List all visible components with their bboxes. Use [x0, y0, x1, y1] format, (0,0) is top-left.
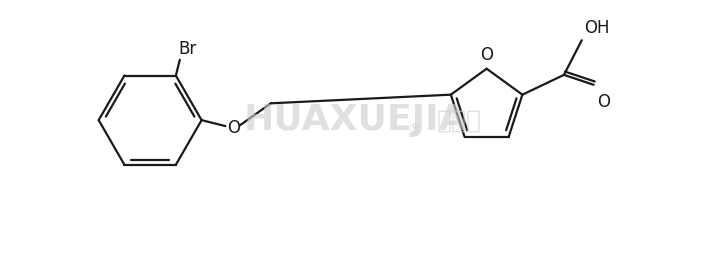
Text: O: O — [227, 119, 240, 137]
Text: 化学加: 化学加 — [437, 108, 481, 132]
Text: OH: OH — [584, 19, 609, 37]
Text: O: O — [598, 93, 610, 111]
Text: HUAXUEJIA: HUAXUEJIA — [243, 103, 467, 137]
Text: O: O — [480, 46, 493, 64]
Text: Br: Br — [179, 40, 197, 58]
Text: ®: ® — [408, 123, 421, 137]
